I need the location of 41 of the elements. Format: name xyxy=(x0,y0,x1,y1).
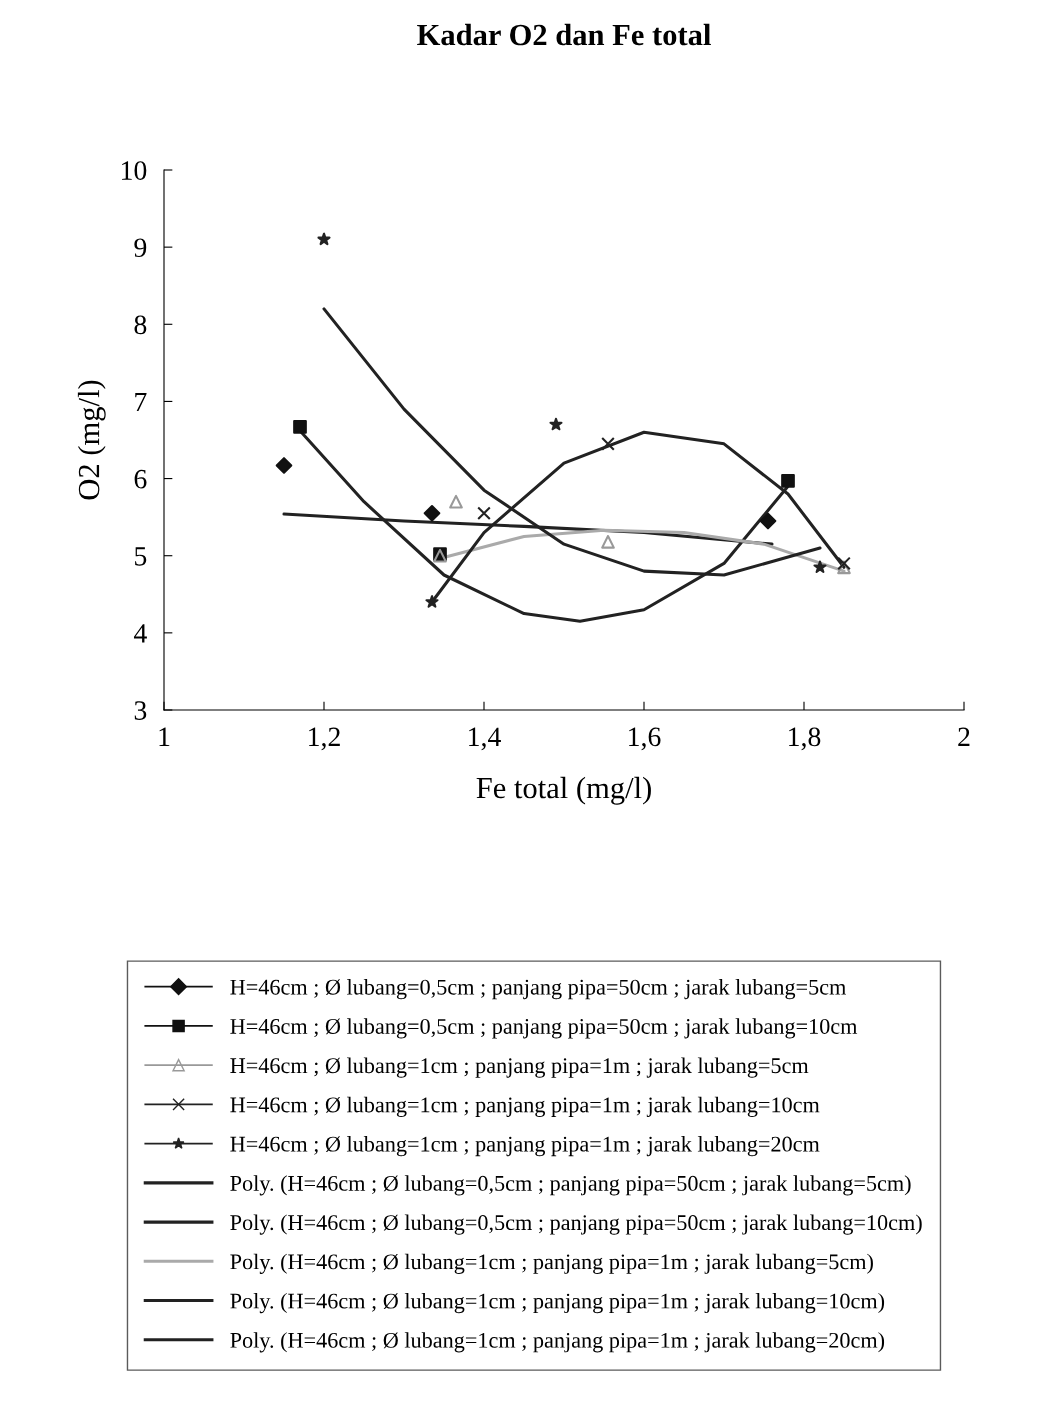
x-tick-label: 1,8 xyxy=(789,727,821,751)
legend-label: H=46cm ; Ø lubang=0,5cm ; panjang pipa=50cm ; jarak lubang=10cm xyxy=(230,1018,858,1039)
point xyxy=(293,420,307,434)
y-tick-label: 9 xyxy=(134,238,147,258)
y-tick-label: 6 xyxy=(134,469,147,489)
point xyxy=(275,457,293,474)
x-tick-label: 1,4 xyxy=(469,727,501,751)
legend-label: H=46cm ; Ø lubang=1cm ; panjang pipa=1m ; jarak lubang=10cm xyxy=(230,1096,820,1117)
legend-label: Poly. (H=46cm ; Ø lubang=0,5cm ; panjang pipa=50cm ; jarak lubang=5cm) xyxy=(230,1175,911,1196)
y-tick-label: 10 xyxy=(122,161,147,180)
chart-title: Kadar O2 dan Fe total xyxy=(417,23,711,46)
point xyxy=(781,474,795,488)
y-tick-label: 4 xyxy=(133,624,147,643)
point xyxy=(449,494,463,509)
y-tick-label: 3 xyxy=(134,701,147,720)
y-tick-label: 8 xyxy=(134,315,147,335)
x-tick-label: 1,6 xyxy=(629,727,661,751)
y-tick-label: 7 xyxy=(135,392,147,412)
y-tick-label: 5 xyxy=(135,547,147,566)
legend-label: H=46cm ; Ø lubang=0,5cm ; panjang pipa=50cm ; jarak lubang=5cm xyxy=(230,979,847,1000)
point xyxy=(759,512,777,530)
legend-label: Poly. (H=46cm ; Ø lubang=1cm ; panjang pipa=1m ; jarak lubang=20cm) xyxy=(230,1332,885,1353)
point xyxy=(601,437,615,451)
point xyxy=(317,232,331,246)
point xyxy=(425,595,439,608)
y-axis-title: O2 (mg/l) xyxy=(77,380,106,500)
legend-label: H=46cm ; Ø lubang=1cm ; panjang pipa=1m ; jarak lubang=20cm xyxy=(230,1135,820,1157)
point xyxy=(423,504,441,522)
legend-label: Poly. (H=46cm ; Ø lubang=0,5cm ; panjang pipa=50cm ; jarak lubang=10cm) xyxy=(230,1214,922,1235)
x-tick-label: 2 xyxy=(958,727,970,746)
x-tick-label: 1,2 xyxy=(309,727,340,751)
point xyxy=(601,534,615,549)
legend-label: Poly. (H=46cm ; Ø lubang=1cm ; panjang pipa=1m ; jarak lubang=5cm) xyxy=(230,1253,873,1274)
point xyxy=(477,506,491,521)
point xyxy=(813,560,827,574)
x-axis-title: Fe total (mg/l) xyxy=(476,776,651,805)
point xyxy=(549,417,563,431)
legend-label: Poly. (H=46cm ; Ø lubang=1cm ; panjang pipa=1m ; jarak lubang=10cm) xyxy=(230,1292,885,1314)
x-tick-label: 1 xyxy=(159,727,170,746)
legend-label: H=46cm ; Ø lubang=1cm ; panjang pipa=1m ; jarak lubang=5cm xyxy=(230,1057,809,1078)
point xyxy=(837,556,851,571)
